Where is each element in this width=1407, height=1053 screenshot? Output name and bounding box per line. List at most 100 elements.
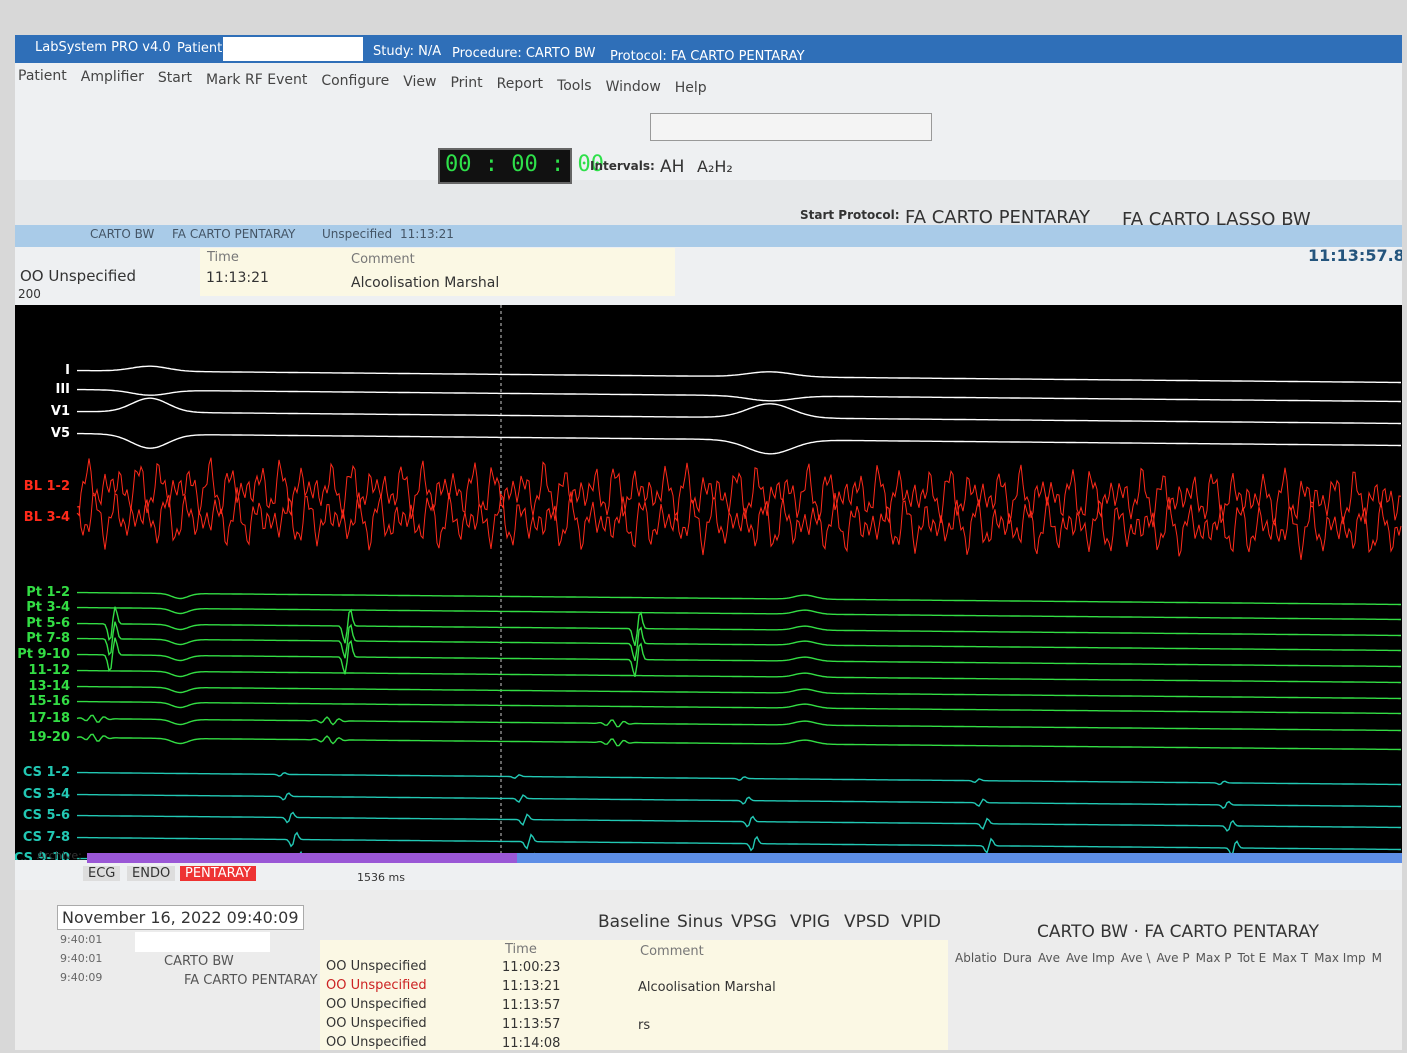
channel-label: 15-16 [28, 694, 70, 709]
menu-item[interactable]: View [403, 74, 436, 90]
status-item: 11:13:21 [400, 227, 454, 241]
tree-redaction [135, 932, 270, 952]
channel-label: V5 [51, 426, 70, 441]
marker-button[interactable]: Sinus [677, 912, 723, 932]
channel-label: III [55, 382, 70, 397]
trace-bg [15, 305, 1402, 860]
channel-label: CS 1-2 [23, 765, 70, 780]
patient-label: Patient: [177, 41, 227, 56]
menu-item[interactable]: Start [158, 70, 192, 86]
archive-bar-2 [517, 853, 1402, 863]
interval-button[interactable]: A₂H₂ [697, 157, 733, 176]
channel-label: 11-12 [28, 663, 70, 678]
channel-label: BL 1-2 [24, 479, 70, 494]
column-header[interactable]: Ave Imp [1066, 951, 1115, 965]
channel-label: V1 [51, 404, 70, 419]
scale-select[interactable]: 200 [18, 287, 41, 301]
marker-button[interactable]: VPSG [731, 912, 777, 932]
tree-node[interactable]: CARTO BW [164, 954, 234, 969]
protocol-button[interactable]: FA CARTO PENTARAY [905, 207, 1090, 228]
archive-tab[interactable]: ECG [83, 866, 120, 881]
column-header[interactable]: Max T [1272, 951, 1308, 965]
column-header[interactable]: Tot E [1237, 951, 1266, 965]
marker-button[interactable]: Baseline [598, 912, 670, 932]
column-header[interactable]: Max Imp [1314, 951, 1365, 965]
event-type: OO Unspecified [326, 997, 427, 1012]
duration: 1536 ms [357, 871, 405, 884]
column-header[interactable]: Ave P [1157, 951, 1190, 965]
col-header: Comment [351, 252, 415, 267]
channel-label: 13-14 [28, 679, 70, 694]
channel-label: BL 3-4 [24, 510, 70, 525]
protocol-button[interactable]: FA CARTO LASSO BW [1122, 209, 1311, 230]
event-type: OO Unspecified [326, 978, 427, 993]
event-type: OO Unspecified [20, 267, 136, 285]
archive-tab[interactable]: PENTARAY [180, 866, 256, 881]
menu-item[interactable]: Window [606, 79, 661, 95]
channel-label: Pt 9-10 [17, 647, 70, 662]
marker-button[interactable]: VPID [901, 912, 941, 932]
event-comment: Alcoolisation Marshal [638, 980, 776, 995]
channel-label: Pt 5-6 [26, 616, 70, 631]
screen: IIIIV1V5BL 1-2BL 3-4Pt 1-2Pt 3-4Pt 5-6Pt… [0, 0, 1407, 1053]
tree-time: 9:40:09 [60, 971, 102, 984]
channel-label: CS 3-4 [23, 787, 70, 802]
event-time: 11:13:57 [502, 998, 560, 1013]
marker-button[interactable]: VPIG [790, 912, 830, 932]
menu-item[interactable]: Tools [557, 78, 592, 94]
interval-button[interactable]: AH [660, 157, 684, 177]
app-title: LabSystem PRO v4.0 [35, 40, 171, 55]
event-time: 11:13:21 [502, 979, 560, 994]
clock: 11:13:57.89 [1308, 246, 1402, 265]
session-label: CARTO BW · FA CARTO PENTARAY [1037, 922, 1319, 942]
status-item: FA CARTO PENTARAY [172, 227, 295, 241]
channel-label: CS 5-6 [23, 808, 70, 823]
channel-label: CS 7-8 [23, 830, 70, 845]
column-header[interactable]: Ablatio [955, 951, 997, 965]
menu-item[interactable]: Help [675, 80, 707, 96]
archive-tab[interactable]: ENDO [127, 866, 175, 881]
column-header[interactable]: Ave [1038, 951, 1060, 965]
event-comment: rs [638, 1018, 650, 1033]
timer: 00 : 00 : 00 [445, 152, 604, 177]
protocol: Protocol: FA CARTO PENTARAY [610, 49, 805, 64]
channel-label: Pt 1-2 [26, 585, 70, 600]
archive-label: Archive: [37, 849, 82, 862]
tree-time: 9:40:01 [60, 933, 102, 946]
column-header[interactable]: Dura [1003, 951, 1032, 965]
menu-item[interactable]: Report [497, 76, 543, 92]
marker-button[interactable]: VPSD [844, 912, 890, 932]
status-item: Unspecified [322, 227, 392, 241]
menu-item[interactable]: Mark RF Event [206, 72, 307, 88]
column-header[interactable]: Ave \ [1121, 951, 1151, 965]
channel-label: Pt 7-8 [26, 631, 70, 646]
channel-label: I [65, 363, 70, 378]
channel-label: 17-18 [28, 711, 70, 726]
channel-label: Pt 3-4 [26, 600, 70, 615]
menu-item[interactable]: Configure [321, 73, 389, 89]
menu-item[interactable]: Patient [18, 68, 67, 84]
patient-redaction [223, 37, 363, 61]
menu-item[interactable]: Amplifier [81, 69, 144, 85]
event-time: 11:13:21 [206, 270, 269, 286]
event-time: 11:00:23 [502, 960, 560, 975]
tree-time: 9:40:01 [60, 952, 102, 965]
event-comment: Alcoolisation Marshal [351, 275, 499, 291]
date-picker[interactable]: November 16, 2022 09:40:09 [57, 905, 304, 930]
tree-node[interactable]: FA CARTO PENTARAY [184, 973, 318, 988]
event-type: OO Unspecified [326, 959, 427, 974]
status-item: CARTO BW [90, 227, 154, 241]
column-header[interactable]: M [1372, 951, 1382, 965]
dropdown[interactable] [650, 113, 932, 141]
intervals-label: Intervals: [590, 159, 655, 173]
events-table [320, 940, 948, 1050]
procedure: Procedure: CARTO BW [452, 46, 596, 61]
menu-item[interactable]: Print [450, 75, 482, 91]
protocol-label: Start Protocol: [800, 208, 900, 222]
archive-bar [87, 853, 517, 863]
col-header: Comment [640, 944, 704, 959]
column-header[interactable]: Max P [1196, 951, 1232, 965]
study: Study: N/A [373, 44, 441, 59]
event-time: 11:14:08 [502, 1036, 560, 1050]
